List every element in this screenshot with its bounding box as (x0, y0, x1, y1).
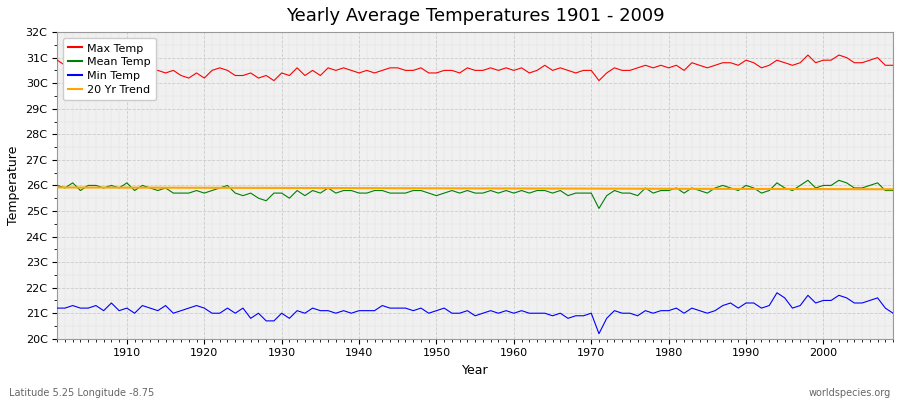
Text: Latitude 5.25 Longitude -8.75: Latitude 5.25 Longitude -8.75 (9, 388, 154, 398)
Y-axis label: Temperature: Temperature (7, 146, 20, 225)
Legend: Max Temp, Mean Temp, Min Temp, 20 Yr Trend: Max Temp, Mean Temp, Min Temp, 20 Yr Tre… (63, 38, 157, 100)
Text: worldspecies.org: worldspecies.org (809, 388, 891, 398)
X-axis label: Year: Year (462, 364, 489, 377)
Title: Yearly Average Temperatures 1901 - 2009: Yearly Average Temperatures 1901 - 2009 (286, 7, 664, 25)
